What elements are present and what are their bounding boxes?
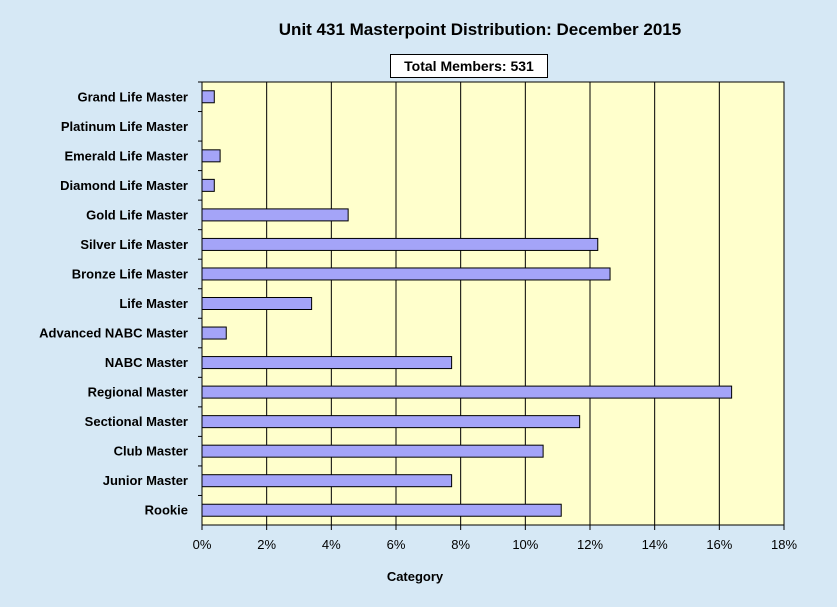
bar: [201, 237, 599, 251]
category-label: NABC Master: [105, 355, 188, 370]
bar: [201, 503, 562, 517]
x-tick-label: 2%: [257, 537, 276, 552]
x-axis-title: Category: [387, 569, 444, 584]
x-tick-label: 10%: [512, 537, 538, 552]
x-tick-label: 12%: [577, 537, 603, 552]
bar: [201, 208, 349, 222]
category-label: Gold Life Master: [86, 207, 188, 222]
x-tick-label: 0%: [193, 537, 212, 552]
category-label: Grand Life Master: [77, 89, 188, 104]
bar: [201, 90, 215, 104]
bar: [201, 415, 581, 429]
x-tick-label: 14%: [642, 537, 668, 552]
category-label: Sectional Master: [85, 414, 188, 429]
category-label: Regional Master: [88, 385, 188, 400]
x-tick-label: 4%: [322, 537, 341, 552]
category-label: Club Master: [114, 444, 188, 459]
total-members-box: Total Members: 531: [390, 54, 548, 78]
category-labels: Grand Life Master Platinum Life Master Eme…: [39, 81, 202, 518]
category-label: Bronze Life Master: [72, 266, 188, 281]
category-label: Diamond Life Master: [60, 178, 188, 193]
x-axis-ticks: 0% 2% 4% 6% 8% 10% 12% 14% 16% 18%: [193, 525, 797, 552]
bar: [201, 178, 215, 192]
category-label: Junior Master: [103, 473, 188, 488]
category-label: Life Master: [119, 296, 188, 311]
bar: [201, 297, 313, 310]
category-label: Advanced NABC Master: [39, 326, 188, 341]
bar: [201, 444, 544, 458]
bar: [201, 356, 453, 370]
bars: [201, 90, 733, 517]
category-label: Emerald Life Master: [64, 148, 188, 163]
bar: [201, 267, 611, 281]
x-tick-label: 18%: [771, 537, 797, 552]
x-tick-label: 16%: [706, 537, 732, 552]
bar: [201, 474, 453, 488]
category-label: Platinum Life Master: [61, 119, 188, 134]
category-label: Rookie: [145, 503, 188, 518]
category-label: Silver Life Master: [80, 237, 188, 252]
x-tick-label: 6%: [387, 537, 406, 552]
bar: [201, 326, 227, 340]
chart-title: Unit 431 Masterpoint Distribution: Decem…: [278, 20, 682, 39]
bar: [201, 385, 733, 399]
x-tick-label: 8%: [451, 537, 470, 552]
bar: [201, 149, 221, 163]
